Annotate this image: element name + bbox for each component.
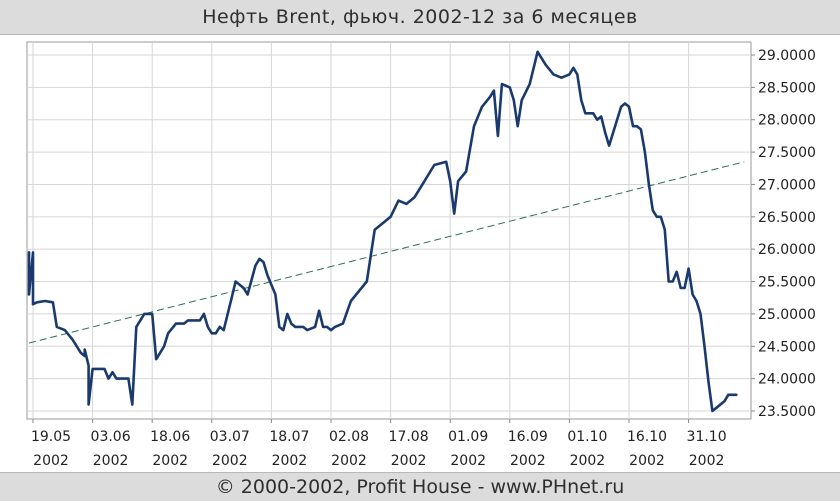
y-tick-label: 25.0000: [758, 307, 816, 323]
x-tick-label-day: 03.07: [210, 429, 250, 445]
y-tick-label: 24.5000: [758, 339, 816, 355]
x-tick-label-year: 2002: [272, 453, 308, 469]
copyright-footer: © 2000-2002, Profit House - www.PHnet.ru: [0, 472, 840, 501]
y-tick-label: 27.0000: [758, 177, 816, 193]
x-tick-label-year: 2002: [212, 453, 248, 469]
x-tick-label-year: 2002: [93, 453, 129, 469]
x-tick-label-day: 01.10: [567, 429, 607, 445]
y-tick-label: 27.5000: [758, 145, 816, 161]
x-tick-label-year: 2002: [510, 453, 546, 469]
y-tick-label: 28.0000: [758, 113, 816, 129]
y-tick-label: 24.0000: [758, 372, 816, 388]
x-tick-label-day: 03.06: [91, 429, 131, 445]
x-tick-label-year: 2002: [629, 453, 665, 469]
plot-area: [26, 41, 752, 420]
y-tick-label: 26.0000: [758, 242, 816, 258]
y-tick-label: 28.5000: [758, 80, 816, 96]
x-tick-label-day: 16.10: [627, 429, 667, 445]
x-tick-label-day: 17.08: [389, 429, 429, 445]
y-tick-label: 26.5000: [758, 210, 816, 226]
x-tick-label-year: 2002: [391, 453, 427, 469]
x-axis: 19.05 2002 03.06 2002 18.06 2002 03.07 2002 18.0…: [31, 419, 727, 469]
x-tick-label-year: 2002: [331, 453, 367, 469]
x-tick-label-year: 2002: [570, 453, 606, 469]
x-tick-label-year: 2002: [33, 453, 69, 469]
x-tick-label-day: 18.07: [269, 429, 309, 445]
y-tick-label: 25.5000: [758, 275, 816, 291]
x-tick-label-day: 16.09: [508, 429, 548, 445]
x-tick-label-day: 31.10: [687, 429, 727, 445]
series-layer: [27, 50, 745, 413]
x-tick-label-day: 19.05: [31, 429, 71, 445]
y-axis: 29.0000 28.5000 28.0000 27.5000 27.0000 26.50…: [751, 48, 816, 420]
x-tick-label-year: 2002: [152, 453, 188, 469]
y-tick-label: 23.5000: [758, 404, 816, 420]
chart-title: Нефть Brent, фьюч. 2002-12 за 6 месяцев: [0, 0, 840, 35]
x-tick-label-day: 18.06: [150, 429, 190, 445]
x-tick-label-year: 2002: [450, 453, 486, 469]
x-tick-label-day: 01.09: [448, 429, 488, 445]
x-tick-label-year: 2002: [689, 453, 725, 469]
price-line: [27, 50, 738, 413]
x-tick-label-day: 02.08: [329, 429, 369, 445]
y-tick-label: 29.0000: [758, 48, 816, 64]
